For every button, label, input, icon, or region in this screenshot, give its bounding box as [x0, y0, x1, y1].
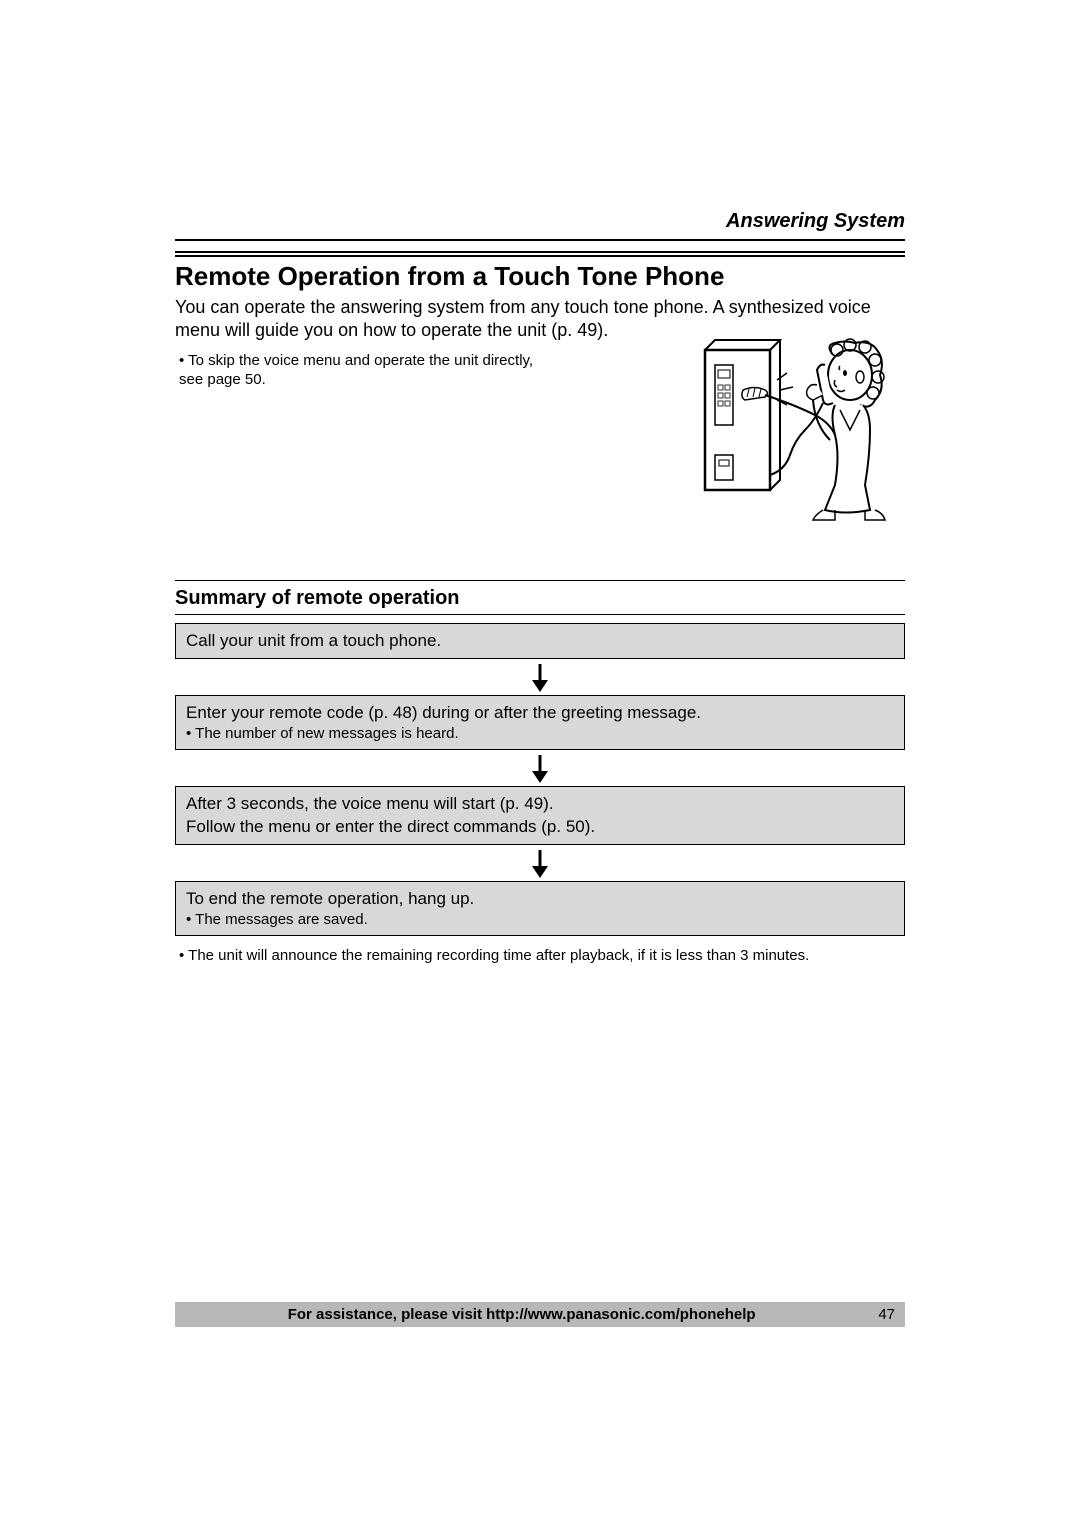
step-box-4: To end the remote operation, hang up. Th…	[175, 881, 905, 937]
step-text: Call your unit from a touch phone.	[186, 630, 894, 652]
step-text: Enter your remote code (p. 48) during or…	[186, 702, 894, 724]
payphone-woman-icon	[685, 335, 905, 525]
phone-illustration	[685, 335, 905, 525]
step-text: To end the remote operation, hang up.	[186, 888, 894, 910]
main-title: Remote Operation from a Touch Tone Phone	[175, 261, 905, 292]
double-rule	[175, 251, 905, 257]
arrow-down-icon	[175, 659, 905, 695]
end-note: The unit will announce the remaining rec…	[175, 946, 905, 966]
page-number: 47	[858, 1306, 895, 1323]
page-footer: For assistance, please visit http://www.…	[175, 1302, 905, 1327]
divider-line	[175, 580, 905, 581]
step-text: After 3 seconds, the voice menu will sta…	[186, 793, 894, 837]
step-box-3: After 3 seconds, the voice menu will sta…	[175, 786, 905, 844]
skip-note: To skip the voice menu and operate the u…	[179, 351, 549, 390]
step-subtext: The number of new messages is heard.	[186, 724, 894, 744]
arrow-down-icon	[175, 750, 905, 786]
summary-heading: Summary of remote operation	[175, 587, 905, 615]
step-box-1: Call your unit from a touch phone.	[175, 623, 905, 659]
page-content: Answering System Remote Operation from a…	[175, 210, 905, 967]
arrow-down-icon	[175, 845, 905, 881]
summary-section: Summary of remote operation Call your un…	[175, 580, 905, 967]
section-header: Answering System	[175, 210, 905, 241]
footer-assistance-text: For assistance, please visit http://www.…	[185, 1306, 858, 1323]
step-subtext: The messages are saved.	[186, 910, 894, 930]
step-box-2: Enter your remote code (p. 48) during or…	[175, 695, 905, 751]
